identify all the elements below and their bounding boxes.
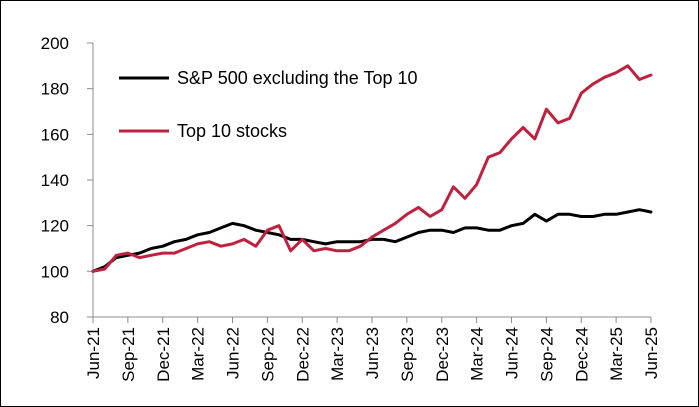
x-axis-ticks: Jun-21 Sep-21 Dec-21 Mar-22 Jun-22 Sep-22 Dec-… xyxy=(84,317,661,382)
series-line-top10-stocks xyxy=(91,64,653,273)
y-tick-label: 120 xyxy=(41,217,69,236)
x-tick-label: Mar-22 xyxy=(189,327,208,381)
y-tick-label: 180 xyxy=(41,80,69,99)
x-tick-label: Dec-21 xyxy=(154,327,173,382)
y-tick-label: 140 xyxy=(41,171,69,190)
x-tick-label: Mar-25 xyxy=(607,327,626,381)
x-tick-label: Jun-23 xyxy=(363,327,382,379)
x-tick-label: Dec-23 xyxy=(433,327,452,382)
x-tick-label: Sep-21 xyxy=(119,327,138,382)
legend-label: Top 10 stocks xyxy=(177,121,287,141)
x-tick-label: Jun-24 xyxy=(503,327,522,379)
x-tick-label: Jun-25 xyxy=(642,327,661,379)
series-line-sp500-ex-top10 xyxy=(91,208,653,273)
x-tick-label: Dec-22 xyxy=(293,327,312,382)
x-tick-label: Jun-21 xyxy=(84,327,103,379)
y-tick-label: 200 xyxy=(41,34,69,53)
legend: S&P 500 excluding the Top 10 Top 10 stock… xyxy=(119,68,418,141)
y-tick-label: 160 xyxy=(41,125,69,144)
y-tick-label: 80 xyxy=(50,308,69,327)
x-tick-label: Sep-22 xyxy=(258,327,277,382)
legend-label: S&P 500 excluding the Top 10 xyxy=(177,68,418,88)
x-tick-label: Mar-23 xyxy=(328,327,347,381)
x-tick-label: Mar-24 xyxy=(468,327,487,381)
x-tick-label: Sep-24 xyxy=(537,327,556,382)
y-tick-label: 100 xyxy=(41,262,69,281)
x-tick-label: Sep-23 xyxy=(398,327,417,382)
x-tick-label: Jun-22 xyxy=(224,327,243,379)
y-axis-ticks: 80 100 120 140 160 180 200 xyxy=(41,34,93,327)
x-tick-label: Dec-24 xyxy=(572,327,591,382)
series-layer xyxy=(91,64,653,273)
